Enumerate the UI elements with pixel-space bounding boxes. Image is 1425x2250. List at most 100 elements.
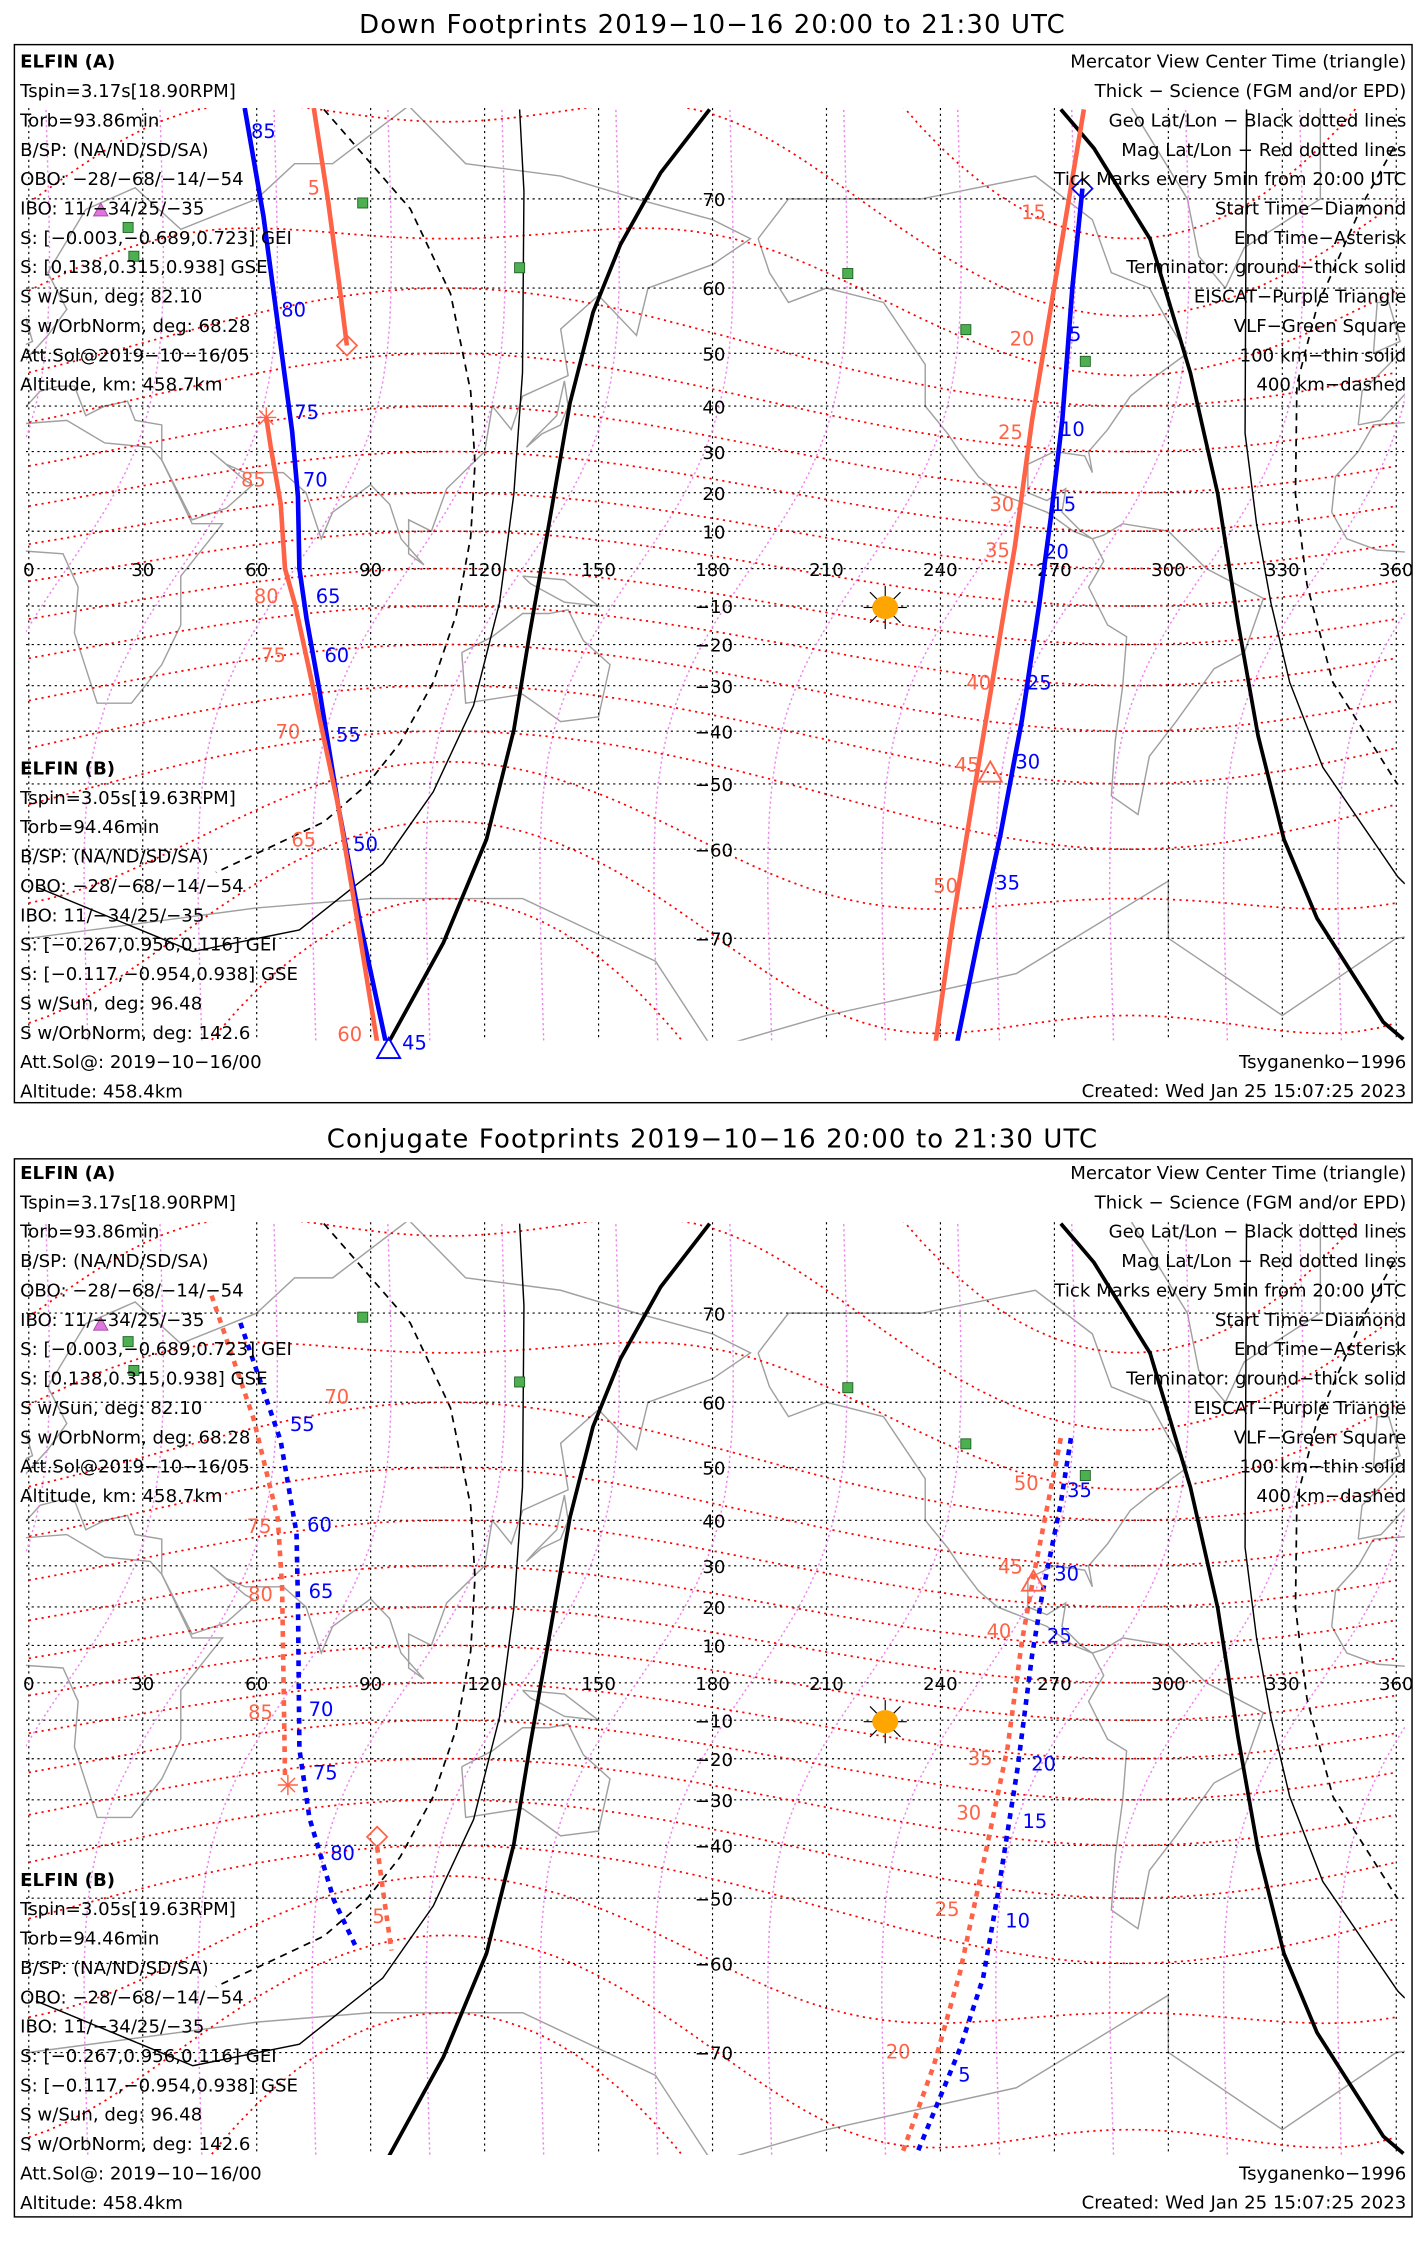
center-time-triangle <box>977 759 1004 783</box>
elfin-b-info-line: Tspin=3.05s[19.63RPM] <box>19 1899 236 1920</box>
mag-lon-line <box>995 1222 1190 2155</box>
elfin-a-info-line: Altitude, km: 458.7km <box>20 375 222 396</box>
coastline <box>25 897 709 1041</box>
coastline <box>757 1289 1189 1654</box>
legend-item: Mercator View Center Time (triangle) <box>1070 52 1406 73</box>
elfin-b-tick-label: 35 <box>968 1747 993 1770</box>
elfin-b-tick-label: 85 <box>248 1701 273 1724</box>
elfin-b-tick-label: 70 <box>276 720 301 743</box>
elfin-b-title: ELFIN (B) <box>20 1870 115 1891</box>
coastline <box>1130 1222 1322 1403</box>
coastline <box>1331 1536 1405 1667</box>
lat-tick-label: 40 <box>702 1511 725 1532</box>
coastline <box>736 1993 1405 2155</box>
vlf-station-square <box>128 250 140 262</box>
legend-item: End Time−Asterisk <box>1234 1339 1407 1360</box>
coastline <box>25 419 225 704</box>
elfin-a-info-line: OBO: −28/−68/−14/−54 <box>20 169 244 190</box>
terminator-100km <box>1244 1223 1405 1999</box>
sun-ray <box>869 1729 878 1738</box>
elfin-b-track <box>374 1846 394 1951</box>
vlf-station-square <box>357 1311 369 1323</box>
mag-lat-line <box>28 1798 1397 1900</box>
elfin-b-info-line: Torb=94.46min <box>19 817 159 838</box>
coastline <box>525 1494 569 1563</box>
elfin-a-track <box>913 1437 1074 2155</box>
elfin-a-title: ELFIN (A) <box>20 52 115 73</box>
elfin-b-tick-label: 60 <box>337 1023 362 1046</box>
elfin-b-info-line: S w/Sun, deg: 96.48 <box>20 993 202 1014</box>
legend-item: Mag Lat/Lon − Red dotted lines <box>1121 140 1406 161</box>
coastline <box>1372 1415 1401 1469</box>
mag-lon-line <box>539 107 734 1041</box>
lon-tick-label: 270 <box>1037 1674 1072 1695</box>
mag-lon-line <box>83 1222 279 2155</box>
lat-tick-label: 10 <box>702 522 725 543</box>
mag-lat-line <box>28 1934 1397 2149</box>
mag-lon-line <box>539 1222 734 2155</box>
start-time-diamond <box>335 334 359 357</box>
vlf-station-square <box>1079 355 1091 367</box>
terminator-400km <box>215 108 476 874</box>
panel-frame <box>13 43 1413 1104</box>
legend-item: Tick Marks every 5min from 20:00 UTC <box>1053 169 1406 190</box>
elfin-b-tick-label: 45 <box>998 1555 1023 1578</box>
mag-lon-line <box>1108 107 1304 1041</box>
vlf-station-square <box>842 268 854 279</box>
elfin-a-tick-label: 80 <box>281 299 306 322</box>
elfin-b-tick-label: 75 <box>247 1515 272 1538</box>
elfin-b-tick-label: 80 <box>248 1583 273 1606</box>
elfin-b-info-line: S: [−0.117,−0.954,0.938] GSE <box>20 2075 298 2096</box>
track-labels-down: 85 80 75 70 65 60 55 50 45 5 10 15 20 25 30 35 85 80 75 70 6… <box>241 120 1094 1059</box>
eiscat-triangle <box>92 202 109 217</box>
lat-tick-label: −50 <box>695 775 733 796</box>
elfin-a-info-line: B/SP: (NA/ND/SD/SA) <box>20 140 208 161</box>
mag-lat-line <box>28 684 1397 785</box>
center-time-triangle <box>375 1036 402 1059</box>
vlf-station-square <box>1079 1470 1091 1481</box>
map-area <box>25 107 1405 1041</box>
elfin-a-info-line: Torb=93.86min <box>19 1222 159 1243</box>
mag-lat-line <box>28 1644 1397 1722</box>
created-timestamp: Created: Wed Jan 25 15:07:25 2023 <box>1082 2192 1407 2213</box>
mag-lat-line <box>210 897 684 1041</box>
vlf-station-square <box>128 1364 140 1376</box>
lat-tick-label: −10 <box>695 1711 733 1732</box>
elfin-a-info-line: Tspin=3.17s[18.90RPM] <box>19 1192 236 1213</box>
elfin-a-info-line: S w/Sun, deg: 82.10 <box>20 1398 202 1419</box>
elfin-a-tick-label: 60 <box>324 644 349 667</box>
lon-tick-label: 330 <box>1265 1674 1300 1695</box>
terminator-ground <box>1059 1222 1405 2155</box>
elfin-b-info-line: S: [−0.267,0.956,0.116] GEI <box>20 2046 276 2067</box>
elfin-b-tick-label: 45 <box>955 754 980 777</box>
mag-lon-line <box>653 107 848 1041</box>
elfin-a-tick-label: 55 <box>336 723 361 746</box>
lon-tick-label: 300 <box>1151 1674 1186 1695</box>
elfin-b-tick-label: 35 <box>985 539 1010 562</box>
legend-item: VLF−Green Square <box>1234 1427 1407 1448</box>
legend-item: Thick − Science (FGM and/or EPD) <box>1094 81 1407 102</box>
mag-lon-line <box>425 1222 620 2155</box>
elfin-a-tick-label: 45 <box>402 1031 427 1054</box>
panel-title: Down Footprints 2019−10−16 20:00 to 21:3… <box>359 10 1066 40</box>
terminator-100km <box>1244 109 1405 885</box>
elfin-a-tick-label: 15 <box>1051 493 1076 516</box>
lon-tick-label: 180 <box>695 1674 730 1695</box>
elfin-b-tick-label: 75 <box>261 644 286 667</box>
vlf-station-square <box>960 324 972 336</box>
elfin-b-tick-label: 40 <box>987 1620 1012 1643</box>
vlf-station-square <box>122 221 134 233</box>
lat-tick-label: −50 <box>695 1889 733 1910</box>
eiscat-triangle <box>92 1316 109 1331</box>
mag-lon-line <box>1222 1508 1405 2155</box>
vlf-station-square <box>842 1382 854 1394</box>
elfin-a-tick-label: 60 <box>307 1514 332 1537</box>
lon-tick-label: 330 <box>1265 560 1300 581</box>
tracks-conjugate <box>209 1294 1074 2155</box>
elfin-a-tick-label: 35 <box>1067 1479 1092 1502</box>
elfin-a-info-line: Att.Sol@2019−10−16/05 <box>20 345 250 366</box>
terminator-ground <box>387 108 712 1041</box>
lon-tick-label: 0 <box>23 560 35 581</box>
lon-tick-label: 150 <box>581 1674 616 1695</box>
